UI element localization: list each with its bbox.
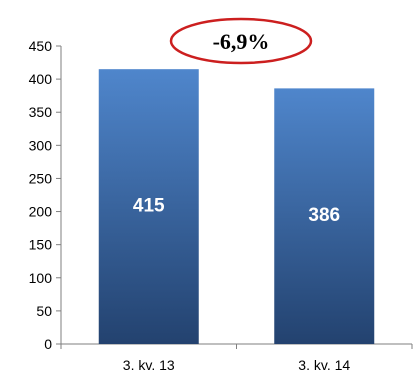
y-tick-label: 200 — [29, 204, 53, 220]
y-tick-label: 300 — [29, 137, 53, 153]
y-tick-label: 0 — [44, 336, 52, 352]
labels: 415 3. kv. 13 386 3. kv. 14 — [123, 196, 351, 373]
annotation-ellipse — [169, 17, 313, 65]
y-tick-label: 400 — [29, 71, 53, 87]
y-tick-label: 250 — [29, 170, 53, 186]
data-label: 386 — [308, 205, 340, 226]
bars — [98, 69, 375, 344]
data-label: 415 — [133, 196, 165, 217]
y-tick-label: 450 — [29, 38, 53, 54]
axes: 0 50 100 150 200 250 300 350 400 450 — [29, 38, 413, 352]
x-tick-label: 3. kv. 13 — [123, 357, 175, 373]
annotation: -6,9% — [169, 17, 313, 65]
annotation-text: -6,9% — [213, 29, 270, 54]
x-tick-label: 3. kv. 14 — [298, 357, 350, 373]
bar — [98, 69, 199, 344]
y-tick-label: 100 — [29, 270, 53, 286]
y-tick-label: 350 — [29, 104, 53, 120]
bar — [274, 88, 375, 344]
y-tick-label: 150 — [29, 237, 53, 253]
y-tick-label: 50 — [36, 303, 52, 319]
